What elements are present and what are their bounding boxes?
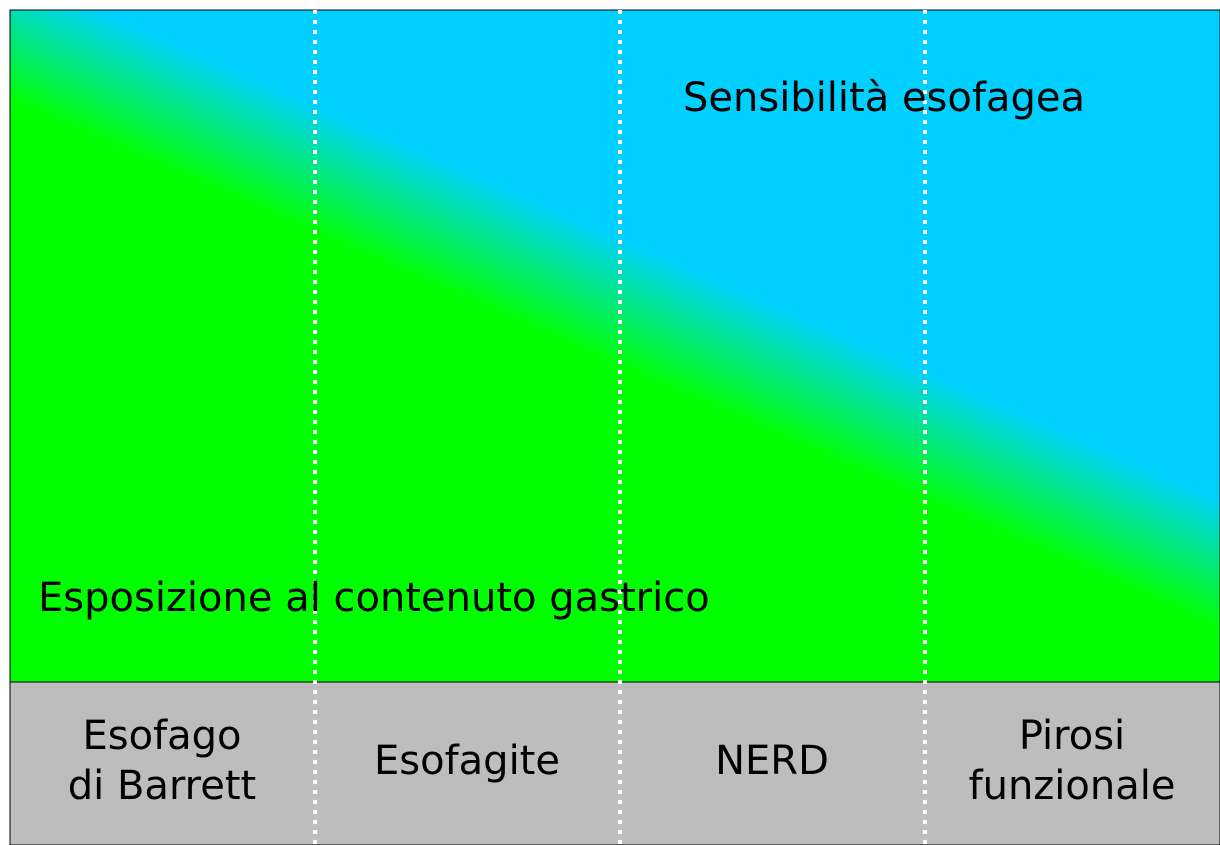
category-band: [9, 681, 1220, 845]
column-label: NERD: [715, 738, 829, 784]
column-label: Pirosi: [1019, 713, 1125, 759]
column-label: di Barrett: [68, 763, 256, 809]
top-label: Sensibilità esofagea: [683, 75, 1085, 121]
gradient-area: [9, 9, 1220, 683]
column-label: Esofago: [82, 713, 241, 759]
column-label: funzionale: [969, 763, 1176, 809]
bottom-label: Esposizione al contenuto gastrico: [38, 575, 710, 621]
column-label: Esofagite: [374, 738, 560, 784]
